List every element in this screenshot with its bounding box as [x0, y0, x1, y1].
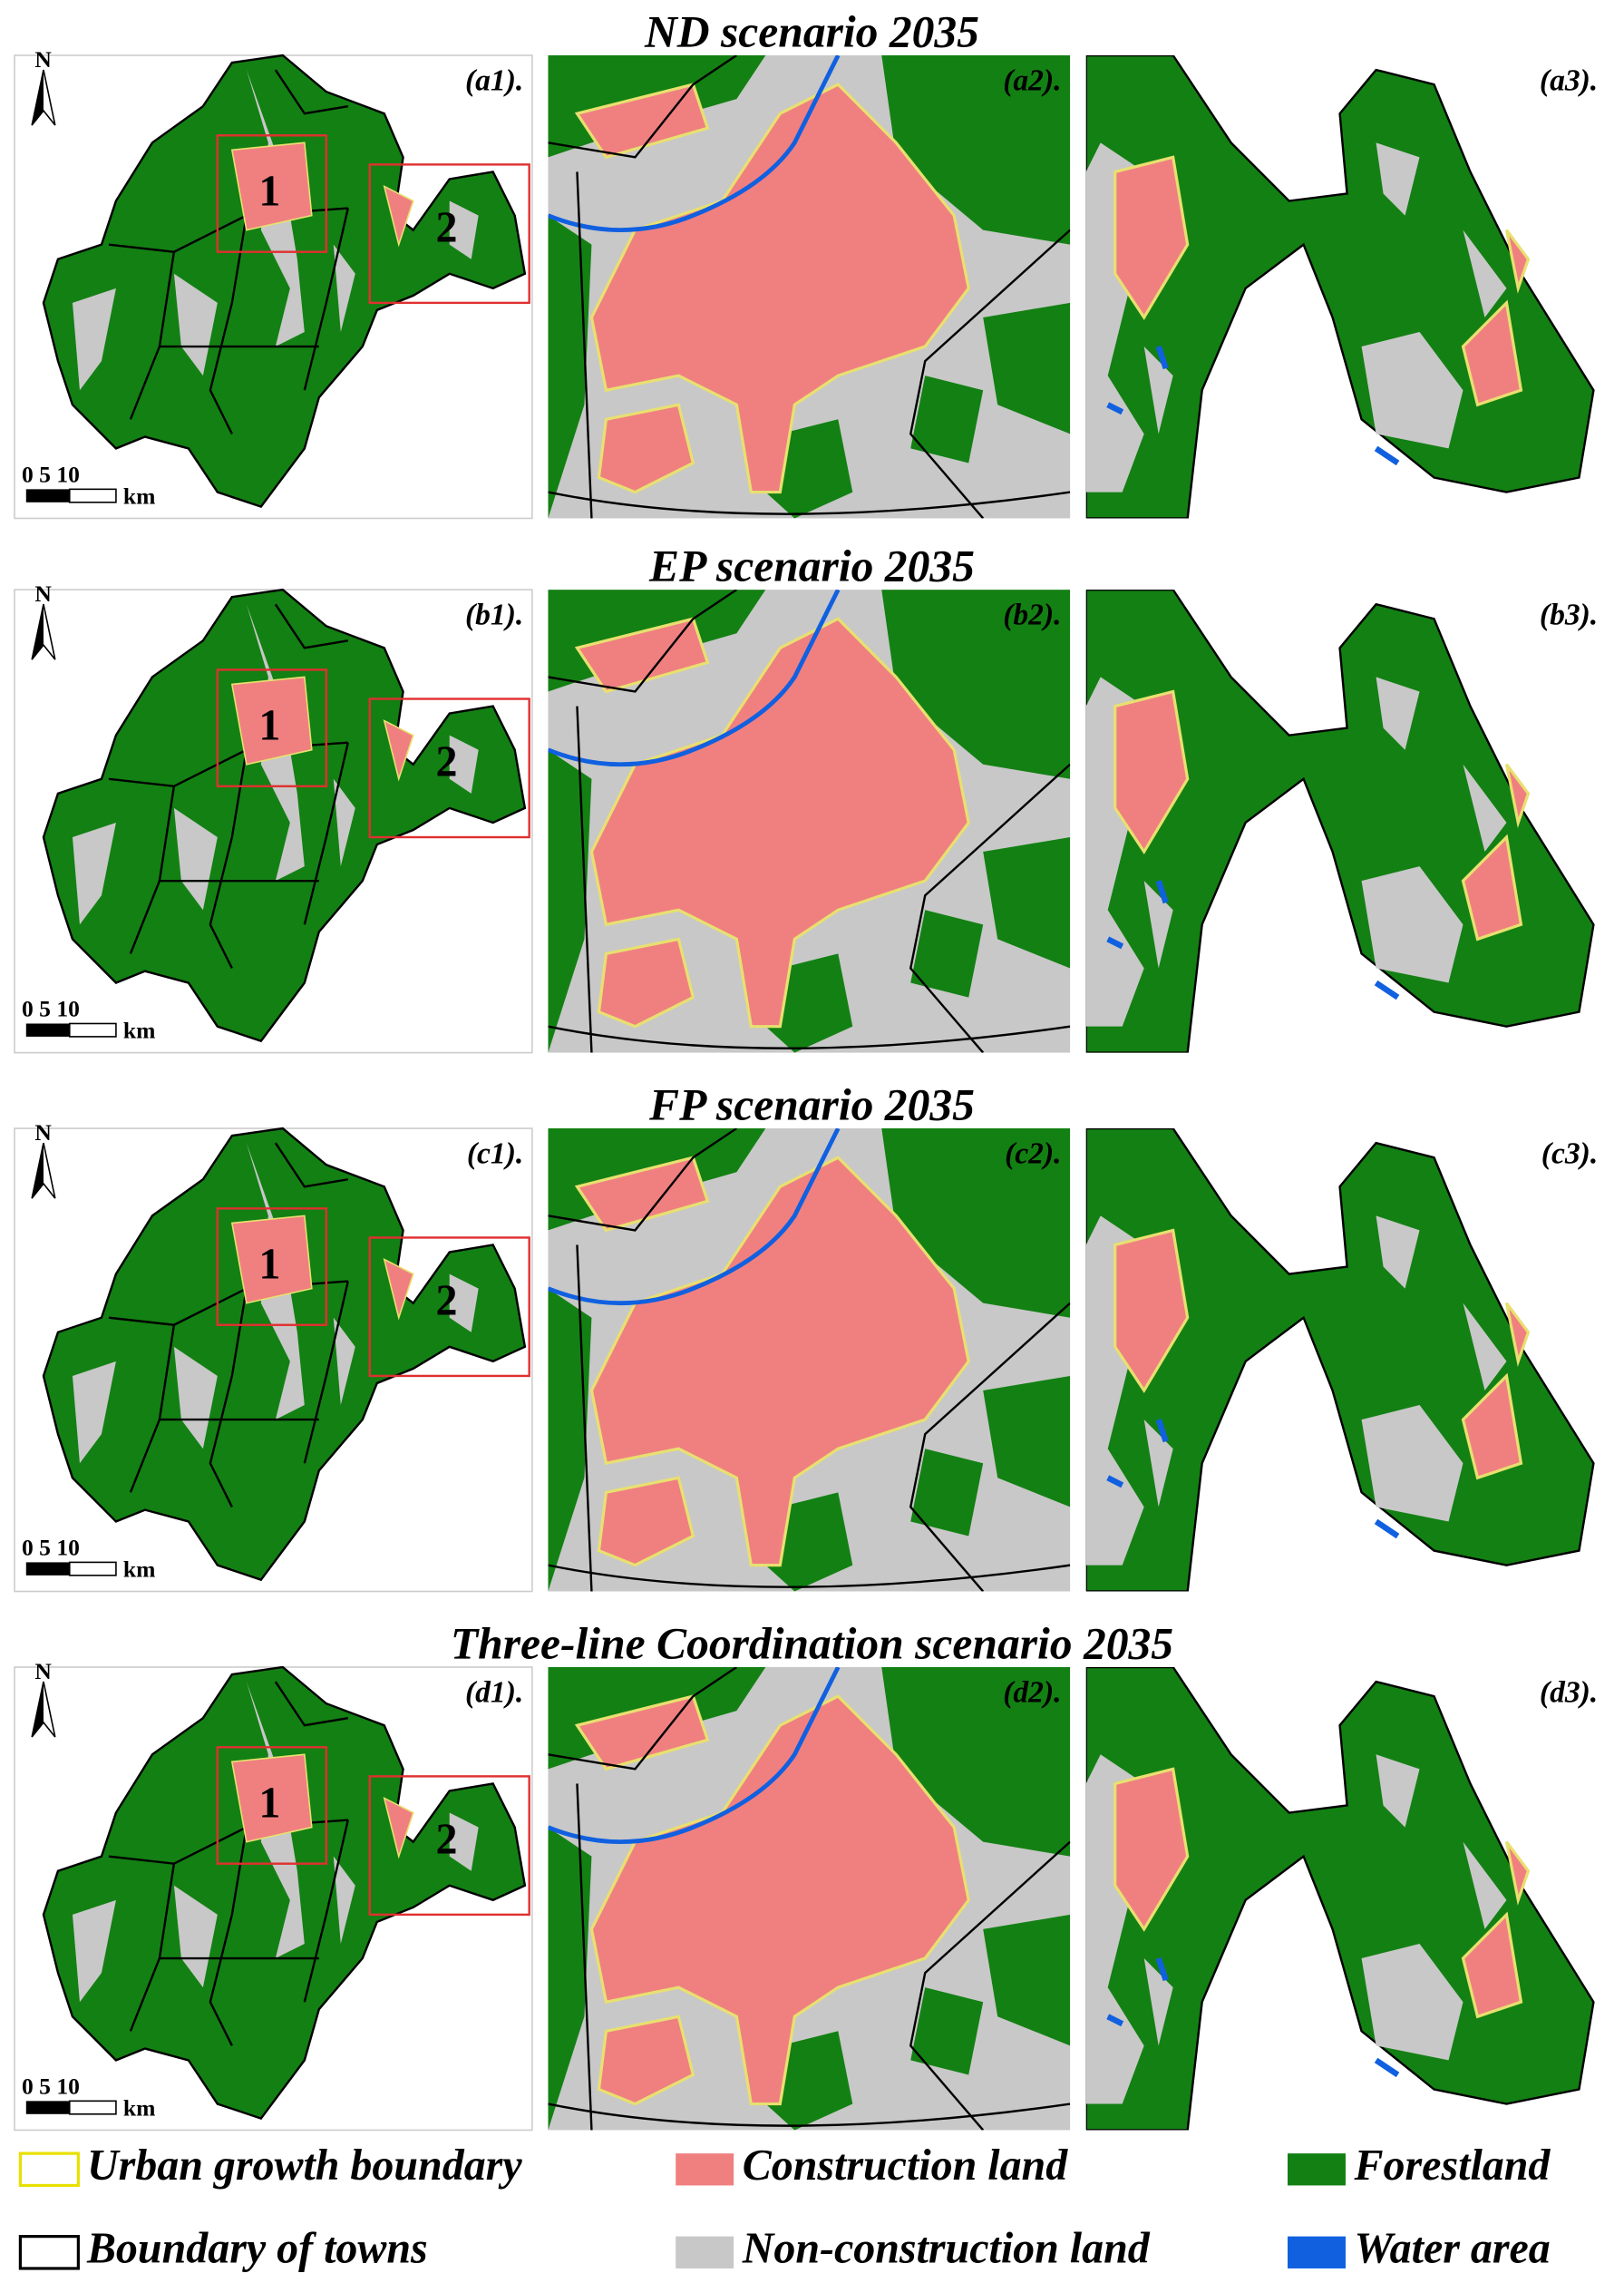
legend-label: Boundary of towns	[86, 2224, 428, 2272]
map	[13, 54, 534, 520]
scale-label: 0 5 10	[22, 2073, 80, 2099]
legend-swatch	[1288, 2236, 1346, 2268]
map	[1086, 1128, 1607, 1591]
scale-label: 0 5 10	[22, 995, 80, 1021]
map-panel: (b2).	[548, 590, 1070, 1052]
panel-label: (b1).	[465, 599, 523, 632]
map-panel: (d2).	[548, 1667, 1070, 2130]
panel-label: (d1).	[465, 1675, 523, 1709]
map-panel: (a1). N 0 5 10 km 1 2	[13, 46, 534, 520]
scenario-row: Three-line Coordination scenario 2035(d1…	[13, 1618, 1607, 2132]
panel-label: (c3).	[1541, 1137, 1598, 1171]
panel-label: (a2).	[1003, 63, 1061, 97]
zone-label: 2	[436, 1276, 458, 1324]
map-panel: (c3).	[1086, 1128, 1607, 1591]
scale-unit: km	[123, 2094, 156, 2121]
map	[548, 55, 1070, 518]
scenario-row: EP scenario 2035 (b1). N 0 5 10 km 1 2 (b2). (b3…	[13, 541, 1607, 1054]
legend: Urban growth boundary Construction land Fo…	[18, 2142, 1551, 2272]
rows: ND scenario 2035 (a1). N 0 5 10 km 1 2 (a2). (a3…	[13, 6, 1607, 2132]
map-panel: (c2).	[548, 1128, 1070, 1591]
map-panel: (c1). N 0 5 10 km 1 2	[13, 1119, 534, 1593]
scale-unit: km	[123, 483, 156, 509]
panel-label: (b3).	[1540, 599, 1598, 632]
legend-swatch	[18, 2235, 80, 2270]
zone-label: 2	[436, 738, 458, 786]
scale-unit: km	[123, 1556, 156, 1582]
map-panel: (d3).	[1086, 1667, 1607, 2130]
scale-label: 0 5 10	[22, 461, 80, 487]
legend-label: Urban growth boundary	[87, 2142, 522, 2190]
scenario-row: FP scenario 2035 (c1). N 0 5 10 km 1 2 (c2). (c3…	[13, 1079, 1607, 1593]
north-label: N	[34, 1658, 52, 1684]
legend-label: Water area	[1355, 2224, 1551, 2272]
north-label: N	[34, 1119, 52, 1146]
panel-label: (d3).	[1540, 1675, 1598, 1709]
panel-label: (d2).	[1003, 1675, 1061, 1709]
map	[548, 590, 1070, 1052]
north-label: N	[34, 581, 52, 607]
legend-label: Non-construction land	[742, 2224, 1151, 2272]
map-panel: (a2).	[548, 55, 1070, 518]
map	[13, 1665, 534, 2132]
map	[1086, 1667, 1607, 2130]
legend-swatch	[18, 2151, 80, 2188]
map	[1086, 55, 1607, 518]
legend-label: Forestland	[1354, 2142, 1551, 2190]
zone-label: 2	[436, 1815, 458, 1863]
map-panel: (a3).	[1086, 55, 1607, 518]
map	[13, 588, 534, 1054]
legend-swatch	[1288, 2153, 1346, 2186]
legend-swatch	[676, 2236, 734, 2268]
scenario-title: EP scenario 2035	[648, 541, 975, 590]
legend-label: Construction land	[743, 2142, 1068, 2190]
scale-unit: km	[123, 1017, 156, 1043]
zone-label: 1	[258, 1779, 280, 1827]
panel-label: (a3).	[1540, 63, 1598, 97]
map	[548, 1128, 1070, 1591]
map	[1086, 590, 1607, 1052]
map-panel: (b3).	[1086, 590, 1607, 1052]
scenario-title: FP scenario 2035	[648, 1079, 975, 1129]
zone-label: 1	[258, 1240, 280, 1288]
map-panel: (d1). N 0 5 10 km 1 2	[13, 1658, 534, 2132]
map	[548, 1667, 1070, 2130]
zone-label: 1	[258, 701, 280, 749]
panel-label: (c2).	[1005, 1137, 1061, 1171]
panel-label: (b2).	[1003, 599, 1061, 632]
panel-label: (a1).	[465, 63, 523, 97]
scale-label: 0 5 10	[22, 1534, 80, 1560]
map	[13, 1127, 534, 1593]
zone-label: 2	[436, 203, 458, 251]
map-panel: (b1). N 0 5 10 km 1 2	[13, 581, 534, 1054]
scenario-row: ND scenario 2035 (a1). N 0 5 10 km 1 2 (a2). (a3…	[13, 6, 1607, 520]
panel-label: (c1).	[467, 1137, 523, 1171]
legend-swatch	[676, 2153, 734, 2186]
scenario-title: ND scenario 2035	[644, 6, 979, 56]
scenario-title: Three-line Coordination scenario 2035	[451, 1618, 1173, 1668]
zone-label: 1	[258, 167, 280, 215]
north-label: N	[34, 46, 52, 73]
